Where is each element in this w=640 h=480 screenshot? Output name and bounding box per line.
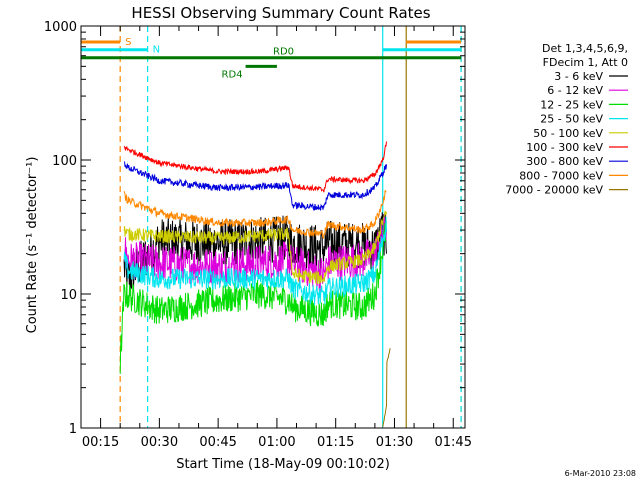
legend-label-1: 6 - 12 keV	[547, 84, 603, 97]
legend-label-2: 12 - 25 keV	[540, 98, 603, 111]
series-line-6	[124, 161, 387, 212]
series-line-4	[123, 210, 387, 285]
x-tick-label-1: 00:30	[141, 435, 178, 450]
legend-label-8: 7000 - 20000 keV	[505, 184, 603, 197]
flag-label-rd0: RD0	[273, 47, 294, 58]
series-line-8	[382, 348, 391, 428]
y-tick-label-2: 100	[52, 154, 77, 169]
series-line-7	[123, 189, 387, 239]
x-tick-label-6: 01:45	[435, 435, 472, 450]
y-axis-label: Count Rate (s⁻¹ detector⁻¹)	[25, 157, 40, 334]
axes: 1 10 100 1000 00:15 00:30 00:45 01:00 01:15 01:30…	[44, 20, 472, 450]
legend-label-7: 800 - 7000 keV	[519, 169, 603, 182]
legend-header-line-1: Det 1,3,4,5,6,9,	[542, 42, 628, 55]
chart-title: HESSI Observing Summary Count Rates	[131, 4, 430, 22]
series-line-3	[123, 216, 387, 306]
plot-frame	[80, 25, 466, 429]
y-tick-label-0: 1	[69, 422, 77, 437]
generation-timestamp: 6-Mar-2010 23:08	[565, 469, 636, 478]
series-line-1	[124, 213, 387, 292]
x-axis-label: Start Time (18-May-09 00:10:02)	[176, 457, 390, 472]
x-tick-label-2: 00:45	[199, 435, 236, 450]
series-line-2	[119, 221, 387, 375]
y-tick-label-1: 10	[60, 288, 77, 303]
legend: Det 1,3,4,5,6,9, FDecim 1, Att 0 3 - 6 k…	[505, 42, 628, 197]
legend-label-3: 25 - 50 keV	[540, 113, 603, 126]
legend-label-6: 300 - 800 keV	[526, 155, 603, 168]
legend-header-line-2: FDecim 1, Att 0	[543, 56, 628, 69]
legend-label-5: 100 - 300 keV	[526, 141, 603, 154]
plot-area: S N RD0 RD4	[81, 26, 462, 428]
flag-label-s: S	[125, 37, 131, 48]
legend-label-0: 3 - 6 keV	[554, 70, 603, 83]
legend-label-4: 50 - 100 keV	[533, 127, 603, 140]
x-tick-label-4: 01:15	[317, 435, 354, 450]
series-line-0	[123, 211, 387, 291]
y-tick-label-3: 1000	[44, 20, 77, 35]
flag-label-n: N	[153, 45, 160, 56]
flag-label-rd4: RD4	[222, 69, 243, 80]
x-tick-label-3: 01:00	[258, 435, 295, 450]
y-axis-label-text: Count Rate (s⁻¹ detector⁻¹)	[25, 157, 40, 334]
x-tick-label-0: 00:15	[82, 435, 119, 450]
series-line-5	[123, 141, 387, 193]
x-tick-label-5: 01:30	[376, 435, 413, 450]
